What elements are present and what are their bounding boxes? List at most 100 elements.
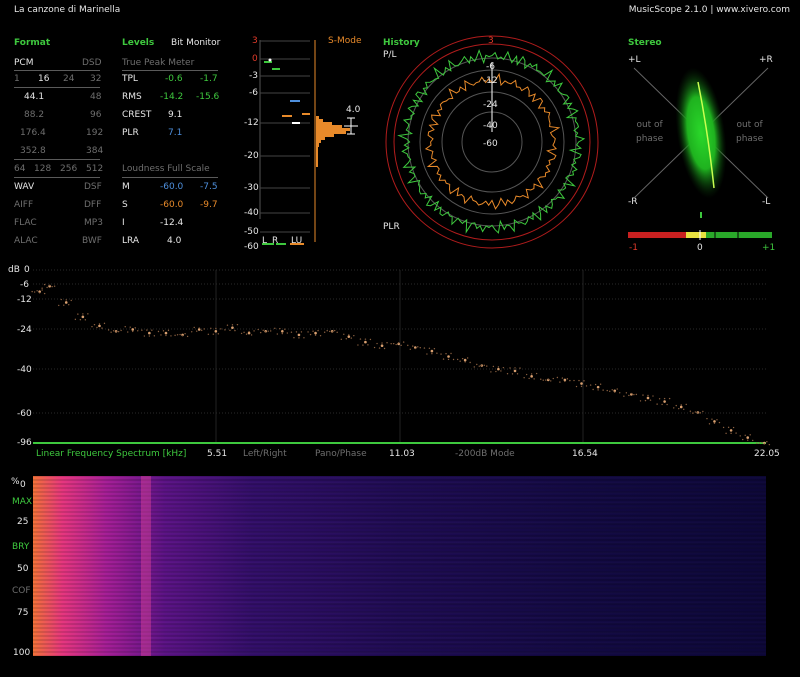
tpl-left: -0.6 <box>165 74 183 84</box>
spectrum-point-detail <box>36 290 38 292</box>
spectrum-point-detail <box>561 377 564 379</box>
spectrum-point-detail <box>148 335 151 337</box>
bit-monitor-label[interactable]: Bit Monitor <box>171 38 221 48</box>
spectrum-point-detail <box>442 358 445 360</box>
spectrum-point-detail <box>82 313 84 315</box>
spectrum-point-detail <box>594 383 597 386</box>
spectrum-point-detail <box>727 426 730 429</box>
levels-title: Levels <box>122 38 155 48</box>
spectrum-point-detail <box>176 334 179 336</box>
spectrum-point-detail <box>226 324 229 326</box>
spectrum-point-detail <box>397 342 400 344</box>
spectrum-point-detail <box>259 331 262 334</box>
meter-mode[interactable]: S-Mode <box>328 36 362 46</box>
mode-left-right[interactable]: Left/Right <box>243 449 287 459</box>
spectrum-point-detail <box>412 345 414 347</box>
meter-ch-lu: LU <box>291 236 303 246</box>
spectrogram-cof-label: COF <box>12 586 31 596</box>
spectrum-point-detail <box>766 441 768 443</box>
spectrum-point-detail <box>162 330 165 332</box>
spectrum-point-detail <box>402 341 405 343</box>
spectrum-x-5-51: 5.51 <box>207 449 228 459</box>
spectrum-point-detail <box>716 419 718 421</box>
history-pl-label: P/L <box>383 50 397 60</box>
spectrogram-y-25: 25 <box>17 517 29 527</box>
spectrum-point-detail <box>68 304 70 306</box>
spectrum-point-detail <box>336 331 338 334</box>
spectrum-point-detail <box>552 377 554 380</box>
mode-pano-phase[interactable]: Pano/Phase <box>315 449 367 459</box>
spectrum-point-detail <box>383 347 386 350</box>
spectrum-point-detail <box>340 338 343 340</box>
spectrum-point-detail <box>642 394 644 396</box>
spectrum-point-detail <box>309 333 312 336</box>
file-aiff: AIFF <box>14 200 34 210</box>
spectrum-point-detail <box>58 304 60 307</box>
spectrum-x-16-54: 16.54 <box>572 449 598 459</box>
spectrum-point-detail <box>580 385 583 388</box>
spectrum-point-detail <box>290 331 293 333</box>
bit-24: 24 <box>63 74 75 84</box>
spectrum-point-detail <box>476 363 478 366</box>
loud-m-right: -7.5 <box>200 182 218 192</box>
meter-tick-m60: -60 <box>244 242 259 252</box>
spectrum-point-detail <box>486 365 488 367</box>
spectrum-point-detail <box>509 367 511 369</box>
spectrum-point-detail <box>112 330 115 332</box>
correlation-scale-neg: -1 <box>629 243 638 253</box>
loudness-title: Loudness Full Scale <box>122 164 210 174</box>
spectrum-point-detail <box>345 338 348 340</box>
spectrum-point-detail <box>279 327 281 330</box>
spectrum-point-detail <box>93 323 96 326</box>
spectrum-point-detail <box>668 397 671 400</box>
spectrum-point-detail <box>742 438 744 441</box>
spectrum-point-detail <box>300 331 303 333</box>
spectrum-point-detail <box>314 334 317 336</box>
meter-value: 4.0 <box>346 105 361 115</box>
spectrum-point <box>148 331 151 335</box>
spectrum-point-detail <box>96 326 98 329</box>
spectrum-point-detail <box>763 443 766 445</box>
track-title: La canzone di Marinella <box>14 5 121 15</box>
spectrum-point <box>197 328 201 331</box>
stereo-out-of-phase-right: out of phase <box>736 120 764 144</box>
spectrum-point-detail <box>74 318 77 321</box>
spectrum-point-detail <box>186 335 189 338</box>
correlation-scale-pos: +1 <box>762 243 776 253</box>
spectrum-point-detail <box>220 328 222 330</box>
loud-m-label: M <box>122 182 130 192</box>
spectrum-point-detail <box>706 417 708 420</box>
spectrum-point-detail <box>419 347 421 349</box>
loud-s-right: -9.7 <box>200 200 218 210</box>
spectrum-unit: dB <box>8 265 20 275</box>
spectrum-point-detail <box>386 342 388 344</box>
spectrum-point-detail <box>60 298 62 301</box>
spectrum-point-detail <box>103 322 106 325</box>
format-title: Format <box>14 38 51 48</box>
spectrum-point-detail <box>79 319 82 321</box>
spectrum-point-detail <box>191 331 193 333</box>
spectrum-point-detail <box>445 352 447 355</box>
spectrum-point <box>663 400 666 403</box>
stereo-plus-r: +R <box>759 55 773 65</box>
spectrum-point-detail <box>619 392 621 394</box>
spectrum-point-detail <box>373 346 376 349</box>
spectrum-point-detail <box>647 394 649 397</box>
spectrum-y-m24: -24 <box>17 325 32 335</box>
spectrum-point-detail <box>589 384 592 386</box>
spectrum-point-detail <box>469 361 471 364</box>
mode-200db[interactable]: -200dB Mode <box>455 449 515 459</box>
spectrum-y-m40: -40 <box>17 365 32 375</box>
spectrum-point-detail <box>592 388 594 391</box>
spectrum-point-detail <box>229 329 231 332</box>
spectrum-point-detail <box>768 443 771 446</box>
spectrum-point-detail <box>525 373 528 376</box>
spectrum-point-detail <box>550 380 552 382</box>
meter-tick-m3: -3 <box>249 71 258 81</box>
spectrum-point-detail <box>697 411 699 413</box>
spectrum-point-detail <box>295 331 298 333</box>
product-label[interactable]: MusicScope 2.1.0 | www.xivero.com <box>628 5 790 15</box>
crest-label: CREST <box>122 110 152 120</box>
spectrum-point-detail <box>452 358 455 361</box>
spectrum-point-detail <box>132 330 134 333</box>
